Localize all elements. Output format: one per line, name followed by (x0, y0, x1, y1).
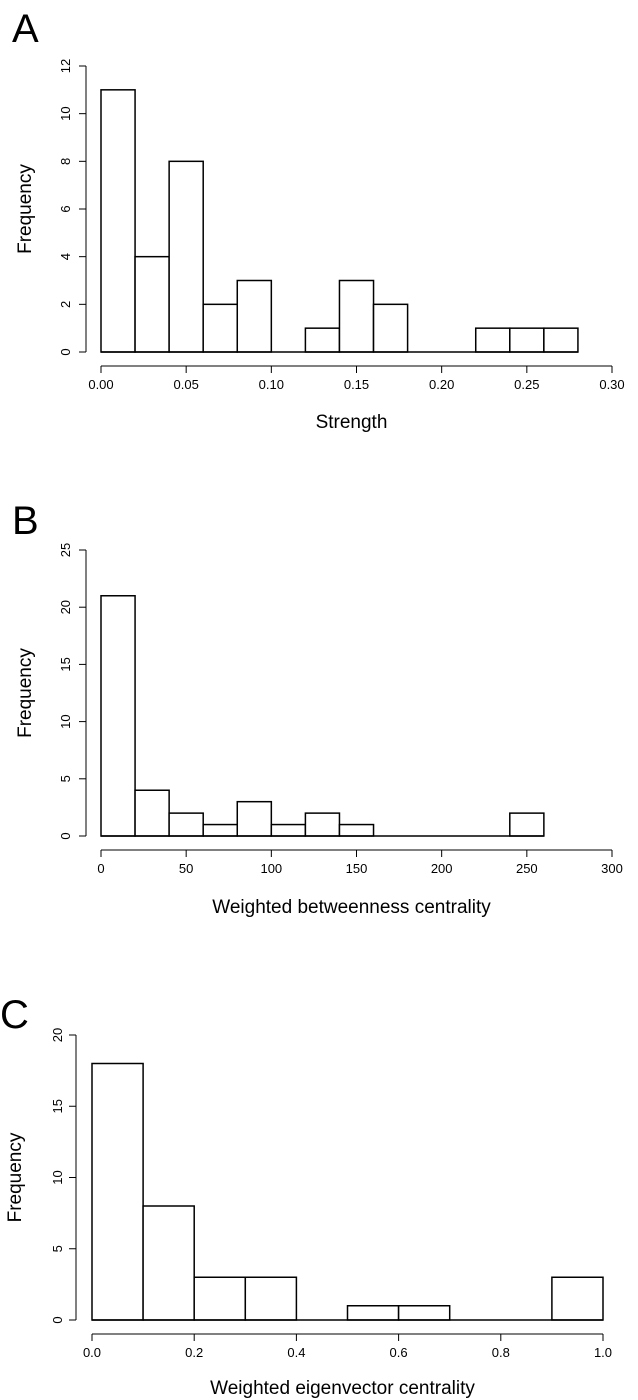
histogram-bar (346, 1305, 400, 1321)
histogram-bar (134, 789, 170, 837)
y-tick-label: 2 (58, 301, 73, 308)
y-tick-label: 6 (58, 205, 73, 212)
histogram-bar (91, 1062, 144, 1321)
y-tick-label: 10 (58, 106, 73, 120)
y-tick-label: 0 (50, 1316, 65, 1323)
x-tick-label: 100 (260, 861, 282, 876)
histogram-bar (397, 1305, 451, 1321)
y-tick-label: 4 (58, 253, 73, 260)
x-tick-label: 0.30 (599, 377, 624, 392)
y-axis-title: Frequency (15, 648, 36, 738)
y-tick-label: 15 (50, 1099, 65, 1113)
x-tick-label: 0.20 (429, 377, 454, 392)
panel-letter: A (12, 7, 39, 51)
histogram-bar (372, 303, 409, 353)
y-tick-label: 0 (58, 832, 73, 839)
x-tick-label: 50 (179, 861, 193, 876)
x-tick-label: 150 (346, 861, 368, 876)
x-tick-label: 0.6 (390, 1345, 408, 1360)
histogram-bar (202, 303, 239, 353)
y-tick-label: 10 (58, 714, 73, 728)
histogram-bar (270, 823, 307, 837)
histogram-bar (168, 812, 204, 837)
panel-a: A 0.00 0.05 0.10 0.15 0.20 0.25 0.30 Strength 0 2 4… (12, 7, 625, 433)
histogram-bar (509, 327, 545, 353)
x-tick-label: 0.0 (83, 1345, 101, 1360)
histogram-bar (304, 327, 341, 353)
x-tick-label: 1.0 (594, 1345, 612, 1360)
x-axis-title: Weighted betweenness centrality (212, 897, 491, 918)
y-tick-label: 10 (50, 1170, 65, 1184)
x-axis-title: Weighted eigenvector centrality (210, 1378, 475, 1399)
histogram-bar (244, 1276, 298, 1321)
x-tick-label: 300 (601, 861, 623, 876)
histogram-bar (509, 812, 545, 837)
histogram-bar (543, 327, 579, 353)
x-tick-label: 0.00 (88, 377, 113, 392)
x-tick-label: 0 (97, 861, 104, 876)
y-tick-label: 20 (58, 600, 73, 614)
y-tick-label: 8 (58, 158, 73, 165)
histogram-bar (338, 823, 375, 837)
panel-letter: C (0, 993, 29, 1037)
x-tick-label: 0.05 (174, 377, 199, 392)
x-tick-label: 0.4 (287, 1345, 305, 1360)
y-tick-label: 5 (50, 1245, 65, 1252)
y-tick-label: 20 (50, 1028, 65, 1042)
histogram-bar (202, 823, 239, 837)
histogram-bar (193, 1276, 247, 1321)
x-axis-title: Strength (316, 412, 388, 433)
histogram-bar (551, 1276, 604, 1321)
panel-letter: B (12, 499, 39, 543)
x-tick-label: 0.10 (259, 377, 284, 392)
y-axis-title: Frequency (15, 164, 36, 254)
histogram-bar (304, 812, 341, 837)
y-axis-title: Frequency (5, 1132, 26, 1222)
y-tick-label: 15 (58, 657, 73, 671)
histogram-bar (134, 255, 170, 353)
x-tick-label: 0.15 (344, 377, 369, 392)
histogram-bar (100, 89, 136, 353)
y-tick-label: 0 (58, 348, 73, 355)
y-tick-label: 25 (58, 543, 73, 557)
histogram-bar (236, 279, 273, 353)
x-tick-label: 200 (431, 861, 453, 876)
histogram-bar (236, 800, 273, 837)
x-tick-label: 250 (516, 861, 538, 876)
y-tick-label: 12 (58, 59, 73, 73)
y-tick-label: 5 (58, 775, 73, 782)
x-tick-label: 0.25 (514, 377, 539, 392)
x-tick-label: 0.2 (185, 1345, 203, 1360)
histogram-bar (100, 595, 136, 837)
panel-c: C 0.0 0.2 0.4 0.6 0.8 1.0 Weighted eigenvector … (0, 993, 612, 1399)
histogram-bar (142, 1205, 195, 1321)
x-tick-label: 0.8 (492, 1345, 510, 1360)
histogram-bar (338, 279, 375, 353)
histogram-bar (474, 327, 511, 353)
histogram-bar (168, 160, 204, 353)
